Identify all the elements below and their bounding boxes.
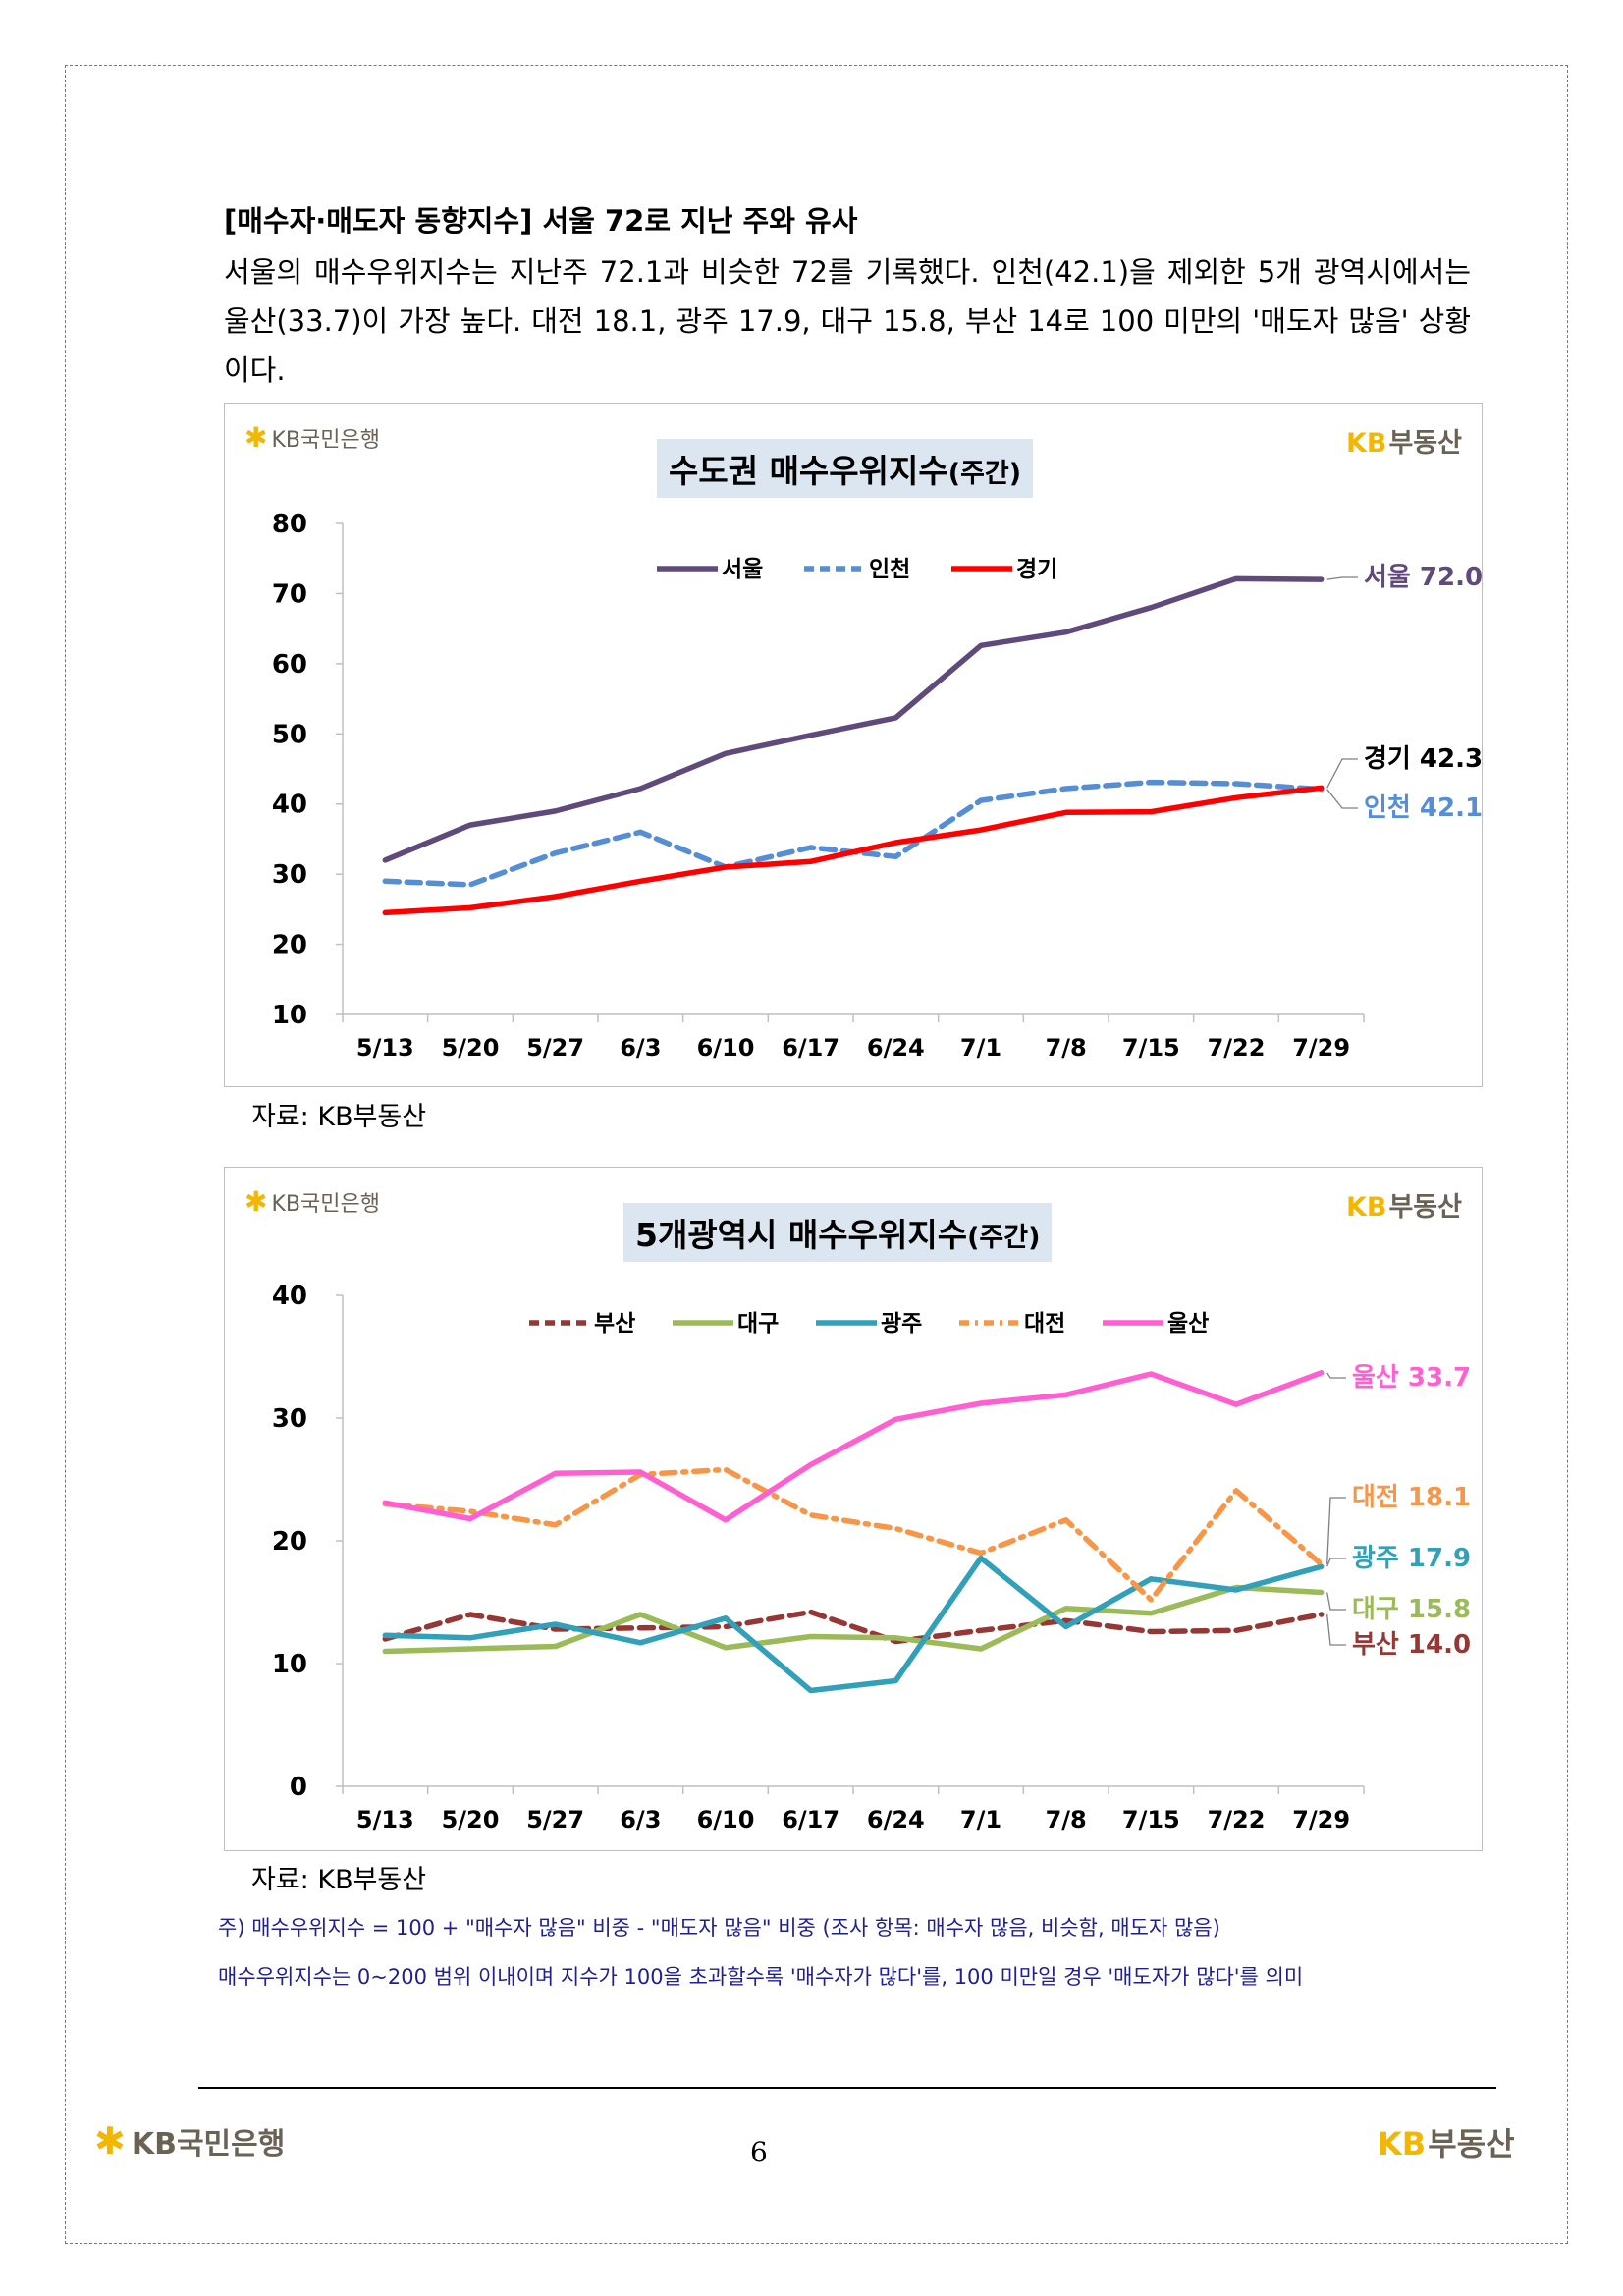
end-label-3: 대전 18.1 [1352, 1483, 1471, 1512]
end-label-leader [1326, 576, 1358, 580]
end-label-leader [1326, 1592, 1346, 1611]
end-label-0: 서울 72.0 [1364, 563, 1483, 592]
x-tick-label: 7/1 [960, 1806, 1001, 1833]
chart-source: 자료: KB부동산 [251, 1102, 427, 1132]
x-tick-label: 5/20 [442, 1034, 500, 1062]
x-tick-label: 5/13 [356, 1034, 414, 1062]
chart-capital-region: ✱ KB국민은행 KB부동산 수도권 매수우위지수(주간) 10 20 30 40 50… [224, 403, 1483, 1087]
y-tick-label: 10 [272, 1001, 307, 1030]
kb-land-logo: KB부동산 [1345, 1192, 1462, 1223]
x-tick-label: 7/22 [1208, 1034, 1266, 1062]
x-tick-label: 7/8 [1046, 1034, 1087, 1062]
end-label-2: 경기 42.3 [1364, 744, 1483, 774]
kb-star-icon: ✱ [94, 2119, 126, 2162]
chart-source: 자료: KB부동산 [251, 1865, 427, 1895]
chart-plot: 10 20 30 40 50 60 70 80 5/13 5/20 5/27 6/3 6/10 6/17 6… [272, 510, 1483, 1062]
x-tick-label: 5/13 [356, 1806, 414, 1833]
footnote-formula: 주) 매수우위지수 = 100 + "매수자 많음" 비중 - "매도자 많음"… [218, 1916, 1220, 1940]
end-label-leader [1326, 1613, 1346, 1646]
y-tick-label: 50 [272, 720, 307, 749]
end-label-2: 광주 17.9 [1352, 1544, 1471, 1573]
kb-kookmin-logo: ✱ KB국민은행 [244, 421, 380, 454]
chart-title: 수도권 매수우위지수(주간) [657, 439, 1034, 498]
end-label-4: 울산 33.7 [1352, 1363, 1471, 1393]
legend-label-0: 부산 [594, 1311, 635, 1337]
x-tick-label: 7/29 [1292, 1034, 1350, 1062]
y-tick-label: 40 [272, 791, 307, 820]
series-line-1 [382, 1584, 1325, 1655]
legend-label-1: 인천 [869, 557, 910, 582]
x-tick-label: 7/8 [1046, 1806, 1087, 1833]
legend-label-2: 경기 [1016, 557, 1057, 582]
x-tick-label: 6/17 [782, 1806, 839, 1833]
legend-label-3: 대전 [1024, 1311, 1065, 1337]
x-tick-label: 7/15 [1122, 1034, 1180, 1062]
end-label-leader [1326, 1497, 1346, 1564]
kb-kookmin-logo: ✱ KB국민은행 [244, 1185, 380, 1218]
series-line-0 [382, 575, 1325, 863]
end-label-0: 부산 14.0 [1352, 1630, 1471, 1660]
legend-label-4: 울산 [1167, 1311, 1209, 1337]
y-tick-label: 10 [272, 1650, 307, 1679]
summary-paragraph: 서울의 매수우위지수는 지난주 72.1과 비슷한 72를 기록했다. 인천(4… [224, 255, 1471, 387]
series-line-4 [382, 1370, 1325, 1523]
x-tick-label: 6/24 [867, 1806, 925, 1833]
x-tick-label: 6/3 [620, 1806, 661, 1833]
y-tick-label: 20 [272, 1527, 307, 1557]
footer-divider [198, 2087, 1496, 2089]
legend-label-2: 광주 [881, 1311, 922, 1337]
x-tick-label: 6/17 [782, 1034, 839, 1062]
y-tick-label: 30 [272, 1404, 307, 1434]
footer-kb-kookmin-logo: ✱ KB국민은행 [94, 2119, 286, 2162]
section-heading: [매수자·매도자 동향지수] 서울 72로 지난 주와 유사 [224, 204, 858, 238]
end-label-1: 대구 15.8 [1352, 1595, 1471, 1624]
x-tick-label: 6/24 [867, 1034, 925, 1062]
page-number: 6 [750, 2136, 768, 2168]
end-label-leader [1326, 758, 1358, 789]
x-tick-label: 7/22 [1208, 1806, 1266, 1833]
end-label-leader [1326, 789, 1358, 809]
kb-star-icon: ✱ [244, 1185, 268, 1218]
chart-metro-cities: ✱ KB국민은행 KB부동산 5개광역시 매수우위지수(주간) 0 10 20 30 4… [224, 1167, 1483, 1851]
x-tick-label: 6/10 [697, 1806, 755, 1833]
chart-plot: 0 10 20 30 40 5/13 5/20 5/27 6/3 6/10 6/17 6/24 7/1 7… [272, 1282, 1471, 1833]
y-tick-label: 40 [272, 1282, 307, 1311]
series-line-2 [382, 785, 1325, 916]
x-tick-label: 6/3 [620, 1034, 661, 1062]
y-tick-label: 60 [272, 650, 307, 680]
x-tick-label: 7/15 [1122, 1806, 1180, 1833]
kb-land-logo: KB부동산 [1345, 428, 1462, 459]
y-tick-label: 0 [290, 1773, 307, 1802]
y-tick-label: 30 [272, 860, 307, 890]
chart-title: 5개광역시 매수우위지수(주간) [623, 1203, 1053, 1262]
footer-kb-land-logo: KB부동산 [1378, 2125, 1515, 2162]
x-tick-label: 7/1 [960, 1034, 1001, 1062]
series-line-1 [382, 779, 1325, 888]
y-tick-label: 70 [272, 579, 307, 609]
x-tick-label: 5/20 [442, 1806, 500, 1833]
y-tick-label: 80 [272, 510, 307, 539]
y-tick-label: 20 [272, 931, 307, 960]
x-tick-label: 5/27 [526, 1806, 584, 1833]
end-label-leader [1326, 1558, 1346, 1567]
x-tick-label: 5/27 [526, 1034, 584, 1062]
end-label-leader [1326, 1372, 1346, 1379]
kb-star-icon: ✱ [244, 421, 268, 454]
end-label-1: 인천 42.1 [1364, 793, 1483, 823]
x-tick-label: 6/10 [697, 1034, 755, 1062]
legend-label-0: 서울 [722, 557, 763, 582]
x-tick-label: 7/29 [1292, 1806, 1350, 1833]
footnote-meaning: 매수우위지수는 0~200 범위 이내이며 지수가 100을 초과할수록 '매수… [218, 1965, 1304, 1989]
legend-label-1: 대구 [737, 1311, 779, 1337]
series-line-3 [382, 1466, 1325, 1603]
page-border [65, 65, 1568, 2244]
